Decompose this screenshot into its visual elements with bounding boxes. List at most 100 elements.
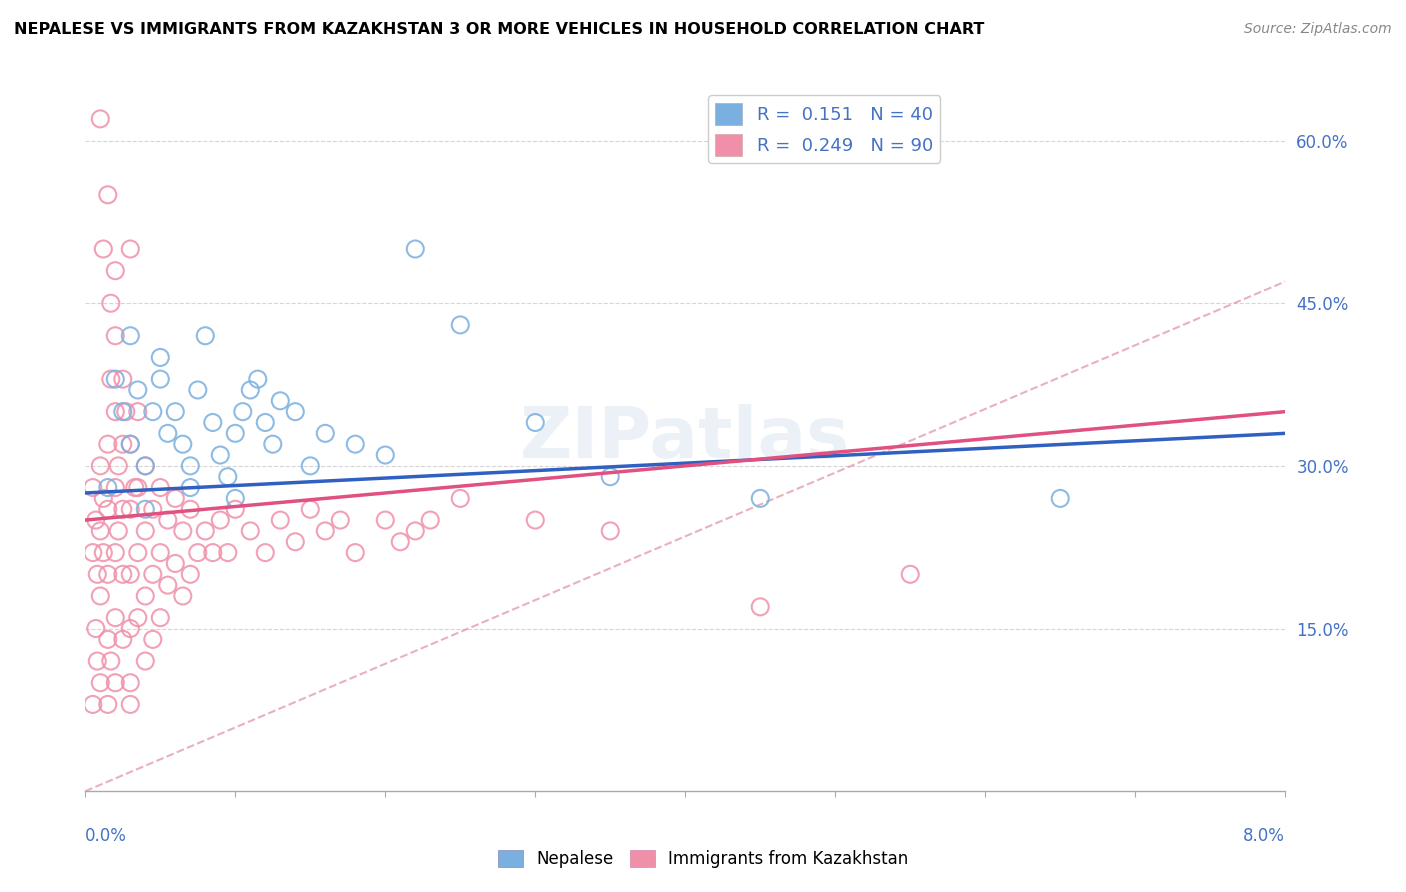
- Point: [329, 513, 352, 527]
- Point: [149, 372, 172, 386]
- Point: [156, 578, 179, 592]
- Point: [111, 632, 134, 647]
- Point: [97, 502, 120, 516]
- Point: [86, 567, 108, 582]
- Point: [374, 513, 396, 527]
- Point: [239, 383, 262, 397]
- Point: [246, 372, 269, 386]
- Point: [749, 599, 772, 614]
- Point: [104, 675, 127, 690]
- Point: [165, 491, 187, 506]
- Text: 0.0%: 0.0%: [86, 827, 127, 845]
- Point: [524, 513, 547, 527]
- Text: Source: ZipAtlas.com: Source: ZipAtlas.com: [1244, 22, 1392, 37]
- Point: [314, 524, 336, 538]
- Point: [142, 502, 165, 516]
- Point: [89, 524, 111, 538]
- Point: [114, 404, 136, 418]
- Point: [127, 481, 149, 495]
- Point: [149, 351, 172, 365]
- Point: [217, 546, 239, 560]
- Point: [107, 458, 129, 473]
- Point: [194, 524, 217, 538]
- Point: [209, 513, 232, 527]
- Point: [100, 372, 122, 386]
- Point: [127, 383, 149, 397]
- Point: [749, 491, 772, 506]
- Point: [127, 610, 149, 624]
- Point: [104, 404, 127, 418]
- Point: [120, 242, 142, 256]
- Point: [127, 404, 149, 418]
- Point: [82, 546, 104, 560]
- Point: [104, 610, 127, 624]
- Point: [142, 567, 165, 582]
- Point: [142, 632, 165, 647]
- Text: 8.0%: 8.0%: [1243, 827, 1285, 845]
- Point: [179, 481, 201, 495]
- Point: [97, 632, 120, 647]
- Point: [172, 524, 194, 538]
- Point: [111, 437, 134, 451]
- Point: [111, 502, 134, 516]
- Point: [120, 675, 142, 690]
- Point: [120, 437, 142, 451]
- Point: [389, 534, 412, 549]
- Point: [284, 534, 307, 549]
- Point: [124, 481, 146, 495]
- Point: [599, 469, 621, 483]
- Text: ZIPatlas: ZIPatlas: [520, 404, 851, 474]
- Point: [107, 524, 129, 538]
- Point: [232, 404, 254, 418]
- Point: [419, 513, 441, 527]
- Point: [262, 437, 284, 451]
- Point: [187, 546, 209, 560]
- Point: [239, 524, 262, 538]
- Point: [104, 372, 127, 386]
- Point: [97, 187, 120, 202]
- Point: [84, 513, 107, 527]
- Point: [82, 698, 104, 712]
- Point: [134, 458, 156, 473]
- Point: [120, 328, 142, 343]
- Point: [344, 546, 367, 560]
- Point: [91, 491, 114, 506]
- Point: [104, 481, 127, 495]
- Point: [100, 296, 122, 310]
- Point: [89, 458, 111, 473]
- Point: [104, 546, 127, 560]
- Point: [149, 610, 172, 624]
- Point: [224, 502, 246, 516]
- Point: [179, 502, 201, 516]
- Point: [97, 437, 120, 451]
- Point: [111, 404, 134, 418]
- Point: [172, 589, 194, 603]
- Point: [120, 437, 142, 451]
- Point: [156, 426, 179, 441]
- Point: [134, 524, 156, 538]
- Legend: Nepalese, Immigrants from Kazakhstan: Nepalese, Immigrants from Kazakhstan: [491, 843, 915, 875]
- Point: [165, 557, 187, 571]
- Point: [179, 567, 201, 582]
- Point: [89, 589, 111, 603]
- Point: [449, 491, 471, 506]
- Point: [269, 513, 291, 527]
- Point: [898, 567, 921, 582]
- Point: [111, 567, 134, 582]
- Point: [91, 546, 114, 560]
- Point: [179, 458, 201, 473]
- Legend: R =  0.151   N = 40, R =  0.249   N = 90: R = 0.151 N = 40, R = 0.249 N = 90: [709, 95, 941, 163]
- Point: [89, 675, 111, 690]
- Point: [344, 437, 367, 451]
- Point: [97, 481, 120, 495]
- Point: [172, 437, 194, 451]
- Point: [217, 469, 239, 483]
- Point: [104, 263, 127, 277]
- Point: [524, 416, 547, 430]
- Point: [120, 567, 142, 582]
- Point: [374, 448, 396, 462]
- Text: NEPALESE VS IMMIGRANTS FROM KAZAKHSTAN 3 OR MORE VEHICLES IN HOUSEHOLD CORRELATI: NEPALESE VS IMMIGRANTS FROM KAZAKHSTAN 3…: [14, 22, 984, 37]
- Point: [120, 502, 142, 516]
- Point: [100, 654, 122, 668]
- Point: [149, 481, 172, 495]
